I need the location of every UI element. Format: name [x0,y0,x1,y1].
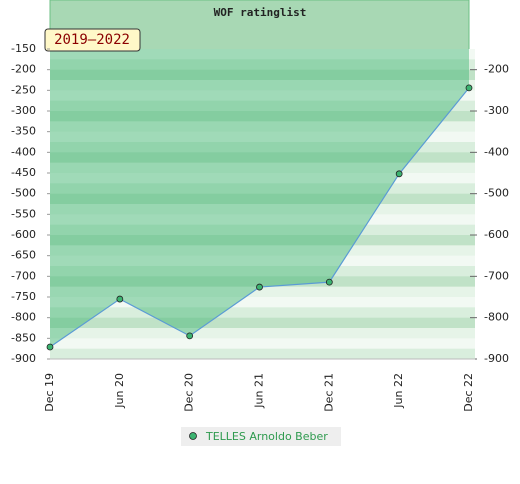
y2-tick-label: -500 [484,187,509,200]
background-stripe [50,214,475,225]
background-stripe [50,235,475,246]
y-tick-label: -350 [11,125,36,138]
y2-tick-label: -900 [484,352,509,365]
background-stripe [50,204,475,215]
area-fill [50,49,469,348]
y2-tick-label: -200 [484,63,509,76]
background-stripe [50,121,475,132]
x-tick-label: Dec 21 [322,373,335,412]
y-tick-label: -750 [11,290,36,303]
x-tick-label: Jun 21 [253,373,266,409]
plot-area [50,49,475,360]
background-stripe [50,338,475,349]
background-stripe [50,131,475,143]
background-stripe [50,90,475,101]
y2-tick-label: -700 [484,269,509,282]
background-stripe [50,49,475,60]
y2-tick-label: -400 [484,145,509,158]
legend-marker [189,432,197,440]
chart-title: WOF ratinglist [214,6,307,19]
legend-label: TELLES Arnoldo Beber [205,430,328,443]
background-stripe [50,152,475,163]
period-badge [44,28,141,52]
y-tick-label: -650 [11,249,36,262]
y2-tick-label: -600 [484,228,509,241]
y-tick-label: -400 [11,145,36,158]
background-stripe [50,193,475,205]
y-tick-label: -700 [11,269,36,282]
background-stripe [50,266,475,277]
y2-tick-label: -300 [484,104,509,117]
x-tick-label: Dec 20 [183,373,196,412]
background-stripe [50,69,475,81]
data-point [116,295,124,303]
background-stripe [50,245,475,256]
y-tick-label: -900 [11,352,36,365]
data-point [256,283,263,291]
background-stripe [50,286,475,298]
y-tick-label: -200 [11,63,36,76]
background-stripe [50,348,475,360]
y-tick-label: -500 [11,187,36,200]
background-stripe [50,111,475,122]
y-tick-label: -450 [11,166,36,179]
background-stripe [50,297,475,308]
background-stripe [50,276,475,287]
y-tick-label: -150 [11,42,36,55]
background-stripe [50,162,475,174]
background-stripe [50,224,475,236]
legend [181,427,341,446]
x-tick-label: Jun 20 [113,373,126,409]
x-tick-label: Dec 19 [43,373,56,412]
data-point [325,278,333,286]
data-point [46,343,54,351]
y2-tick-label: -800 [484,311,509,324]
y-tick-label: -600 [11,228,36,241]
y-tick-label: -800 [11,311,36,324]
data-point [395,170,403,178]
x-tick-label: Dec 22 [462,373,475,412]
x-tick-label: Jun 22 [392,373,405,409]
background-stripe [50,59,475,70]
y-tick-label: -250 [11,83,36,96]
background-stripe [50,183,475,194]
y-tick-label: -850 [11,331,36,344]
y-tick-label: -550 [11,207,36,220]
background-stripe [50,80,475,91]
data-point [465,84,473,92]
y-tick-label: -300 [11,104,36,117]
background-stripe [50,317,475,329]
data-point [186,332,194,340]
background-stripe [50,173,475,184]
background-stripe [50,142,475,153]
background-stripe [50,328,475,339]
background-stripe [50,255,475,267]
background-stripe [50,100,475,112]
background-stripe [50,307,475,318]
period-label: 2019–2022 [54,32,130,48]
